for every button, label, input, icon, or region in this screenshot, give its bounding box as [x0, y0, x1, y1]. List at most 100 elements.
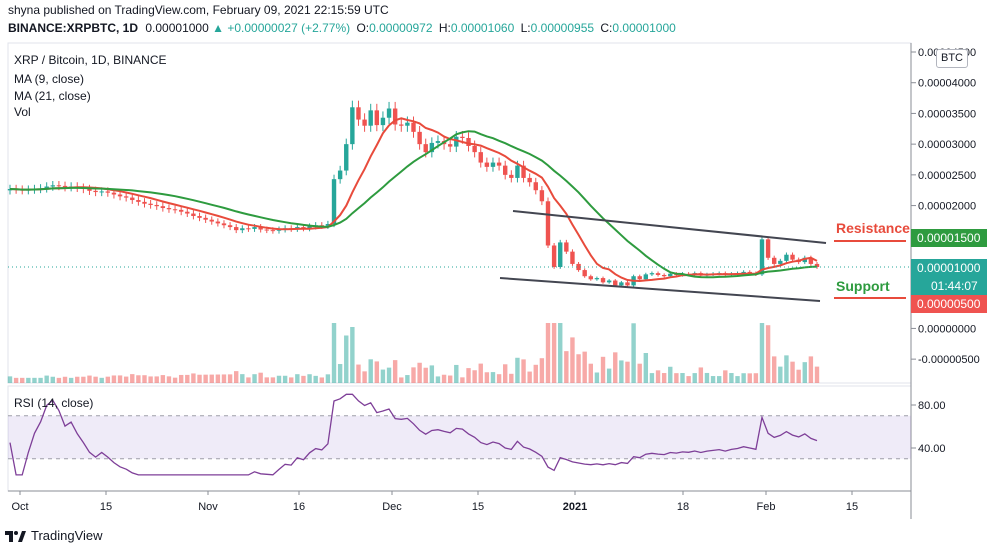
volume-bar: [515, 357, 520, 383]
volume-bar: [295, 374, 300, 383]
y-tick-label: 0.00002500: [918, 170, 976, 182]
candle-body: [503, 165, 508, 175]
candle-body: [374, 110, 380, 126]
candle-body: [105, 191, 111, 193]
candle-body: [460, 136, 465, 138]
volume-bar: [521, 359, 526, 383]
volume-bar: [136, 375, 141, 383]
candle-body: [417, 131, 422, 145]
candle-body: [747, 271, 752, 274]
volume-bar: [447, 375, 453, 383]
volume-bar: [356, 364, 361, 383]
y-tick-label: -0.00000500: [918, 354, 980, 366]
candle-body: [515, 165, 520, 178]
candle-body: [564, 242, 569, 252]
volume-bar: [527, 371, 532, 383]
support-underline: [834, 297, 906, 299]
x-tick-label: Dec: [382, 501, 402, 513]
candle-body: [386, 108, 392, 118]
x-tick-label: Nov: [198, 501, 218, 513]
volume-bar: [44, 375, 49, 383]
y-tick-label: 0.00002000: [918, 201, 976, 213]
candle-body: [447, 144, 453, 147]
volume-bar: [778, 366, 783, 383]
x-tick-label: 18: [677, 501, 689, 513]
volume-bar: [613, 352, 618, 383]
volume-bar: [172, 377, 178, 383]
candle-body: [185, 211, 190, 214]
candle-body: [472, 145, 477, 153]
volume-bar: [551, 323, 557, 383]
volume-bar: [142, 375, 147, 383]
candle-body: [490, 162, 496, 167]
current-price-tag: 0.00001000: [911, 259, 987, 277]
candle-body: [93, 190, 98, 193]
candle-body: [154, 204, 159, 207]
candle-body: [784, 254, 789, 261]
resistance-trendline[interactable]: [512, 210, 827, 244]
candle-body: [197, 216, 202, 218]
candle-body: [606, 280, 612, 283]
volume-bar: [374, 361, 380, 383]
volume-bar: [454, 364, 459, 383]
support-trendline[interactable]: [499, 277, 821, 302]
tradingview-brand[interactable]: TradingView: [4, 528, 103, 543]
candle-body: [643, 274, 649, 280]
countdown-tag: 01:44:07: [911, 277, 987, 295]
candle-body: [582, 270, 587, 277]
change: +0.00000027 (+2.77%): [227, 21, 351, 35]
volume-bar: [643, 353, 649, 383]
volume-bar: [331, 323, 337, 383]
volume-bar: [20, 377, 25, 383]
ohlc-o-label: O:: [356, 21, 370, 35]
volume-bar: [668, 366, 673, 383]
volume-bar: [392, 360, 398, 383]
moving-averages: [9, 117, 818, 283]
ma9-line: [9, 117, 818, 283]
volume-bar: [772, 356, 777, 383]
candle-body: [661, 274, 667, 277]
volume-bar: [178, 374, 184, 383]
x-tick-label: 15: [472, 501, 484, 513]
volume-bar: [735, 376, 740, 383]
volume-bar: [509, 373, 514, 383]
candle-body: [649, 273, 655, 275]
candle-body: [405, 122, 410, 126]
last-price: 0.00001000: [145, 21, 209, 35]
candle-body: [301, 227, 306, 229]
support-label: Support: [836, 278, 890, 294]
candle-body: [539, 190, 545, 202]
legend-ma9: MA (9, close): [14, 72, 85, 86]
candle-body: [252, 227, 257, 229]
candle-body: [166, 208, 172, 210]
candle-body: [435, 141, 441, 143]
candle-body: [362, 119, 367, 126]
y-tick-label: 0.00000000: [918, 323, 976, 335]
candle-body: [111, 192, 117, 195]
volume-bar: [576, 354, 581, 383]
candle-body: [191, 213, 196, 217]
volume-bar: [814, 366, 820, 383]
candle-body: [87, 188, 92, 191]
candle-body: [234, 227, 239, 231]
volume-bar: [765, 325, 771, 383]
symbol-line: BINANCE:XRPBTC, 1D 0.00001000 ▲ +0.00000…: [8, 21, 676, 35]
volume-bar: [808, 356, 814, 383]
candle-body: [478, 152, 483, 163]
volume-bar: [50, 376, 55, 383]
candle-body: [62, 185, 68, 188]
volume-bar: [93, 376, 98, 383]
volume-bar: [417, 362, 422, 383]
volume-bar: [32, 377, 37, 383]
resistance-label: Resistance: [836, 220, 910, 236]
candle-body: [637, 276, 642, 280]
volume-bar: [386, 367, 392, 383]
x-axis-ticks: Oct 15 Nov 16 Dec 15 2021 18 Feb 15: [11, 491, 858, 513]
candle-body: [808, 257, 814, 264]
volume-bar: [111, 375, 117, 383]
currency-badge[interactable]: BTC: [936, 49, 968, 68]
candle-body: [545, 201, 551, 246]
resistance-underline: [834, 240, 906, 242]
price-pane-frame: [7, 42, 912, 384]
